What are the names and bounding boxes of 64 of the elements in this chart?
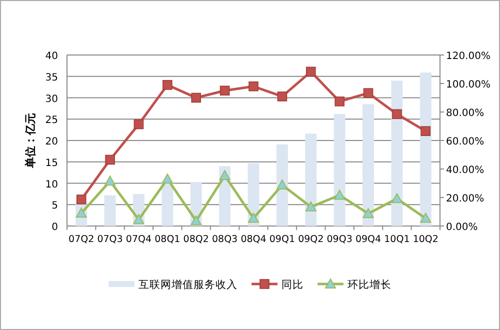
y-axis-title: 单位：亿元 xyxy=(24,113,37,169)
x-tick-label: 08Q1 xyxy=(154,234,180,245)
point xyxy=(362,208,374,218)
point xyxy=(420,212,432,223)
x-tick-label: 09Q1 xyxy=(269,234,296,245)
x-tick-label: 09Q3 xyxy=(326,234,352,245)
point xyxy=(133,214,144,224)
point xyxy=(134,119,144,130)
point xyxy=(306,66,316,77)
bar xyxy=(276,144,288,226)
point xyxy=(220,86,230,96)
y2-tick-label: 120.00% xyxy=(446,51,490,62)
point xyxy=(76,194,86,204)
bar xyxy=(362,104,374,226)
y-tick-label: 35 xyxy=(45,72,58,84)
point xyxy=(363,88,374,98)
y2-tick-label: 20.00% xyxy=(446,194,484,204)
x-tick-label: 07Q3 xyxy=(97,234,123,245)
legend-label: 同比 xyxy=(282,278,304,291)
bar xyxy=(162,181,174,226)
point xyxy=(391,193,402,204)
x-tick-label: 07Q4 xyxy=(126,234,152,245)
point xyxy=(334,96,344,106)
point xyxy=(305,201,316,212)
point xyxy=(248,81,258,92)
y-tick-label: 20 xyxy=(45,136,58,148)
point xyxy=(277,92,288,102)
x-tick-label: 07Q2 xyxy=(68,234,94,245)
x-tick-label: 10Q1 xyxy=(384,234,410,245)
x-tick-label: 08Q2 xyxy=(183,234,209,245)
y-tick-label: 10 xyxy=(45,179,58,190)
y-tick-label: 25 xyxy=(45,115,58,126)
point xyxy=(420,126,431,136)
y2-tick-label: 100.00% xyxy=(446,80,490,90)
point xyxy=(334,190,346,200)
point xyxy=(104,176,116,186)
point xyxy=(162,173,173,184)
point xyxy=(191,92,202,103)
legend-label: 环比增长 xyxy=(348,278,392,291)
y-tick-label: 0 xyxy=(52,222,58,233)
x-tick-label: 08Q4 xyxy=(240,234,266,245)
y-tick-label: 15 xyxy=(45,158,58,169)
y-tick-label: 30 xyxy=(45,94,58,105)
y2-tick-label: 60.00% xyxy=(446,136,484,148)
point xyxy=(190,215,202,226)
y-tick-label: 5 xyxy=(52,200,58,212)
bar xyxy=(305,134,317,226)
bar xyxy=(334,114,346,226)
y2-tick-label: 80.00% xyxy=(446,108,484,119)
point xyxy=(105,154,115,165)
point xyxy=(276,179,288,190)
point xyxy=(162,80,172,90)
x-tick-label: 09Q4 xyxy=(355,234,382,245)
x-tick-label: 10Q2 xyxy=(412,234,438,245)
y-tick-label: 40 xyxy=(45,51,58,62)
y2-tick-label: 0.00% xyxy=(446,222,478,233)
point xyxy=(392,109,402,120)
x-tick-label: 08Q3 xyxy=(212,234,238,245)
point xyxy=(248,212,259,223)
bar xyxy=(104,195,116,226)
point xyxy=(219,170,230,180)
x-tick-label: 09Q2 xyxy=(298,234,324,245)
y2-tick-label: 40.00% xyxy=(446,165,484,176)
legend-label: 互联网增值服务收入 xyxy=(138,278,238,291)
